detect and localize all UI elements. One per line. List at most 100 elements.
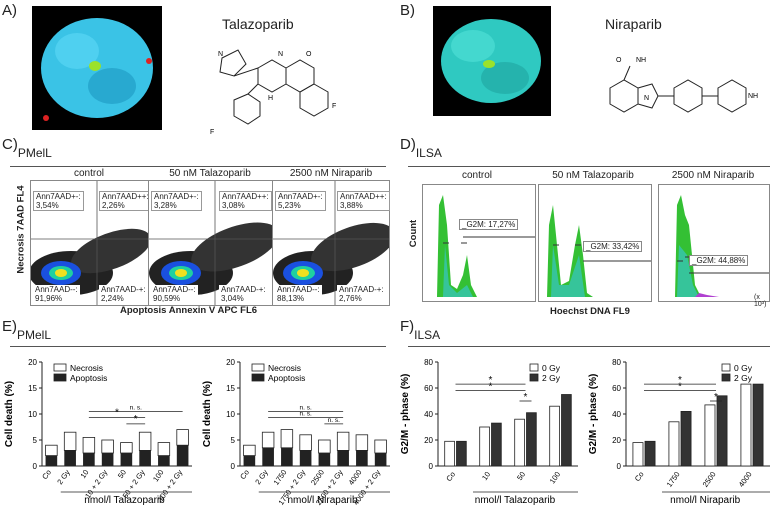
- bar-apoptosis: [101, 453, 114, 466]
- significance-marker: *: [714, 392, 718, 403]
- x-tick-label: Co: [40, 468, 53, 481]
- bar-2-gy: [526, 412, 537, 467]
- hist-header-control: control: [461, 170, 492, 181]
- panel-a-label: A): [2, 2, 17, 19]
- x-tick-label: 1750: [272, 468, 289, 487]
- niraparib-protein-render: [433, 6, 551, 116]
- gate-label-talazoparib: _G2M: 33,42%: [583, 241, 643, 252]
- x-tick-label: 4000: [737, 470, 754, 489]
- bar-necrosis: [299, 434, 312, 451]
- bar-2-gy: [752, 383, 764, 467]
- q-lr-control: Ann7AAD-+: 2,24%: [99, 285, 148, 303]
- y-tick-label: 40: [612, 410, 621, 419]
- q-ur-niraparib: Ann7AAD++: 3,88%: [337, 191, 390, 211]
- x-tick-label: 2500: [309, 468, 326, 487]
- significance-marker: *: [489, 375, 493, 386]
- q-ul-niraparib: Ann7AAD+-: 5,23%: [275, 191, 326, 211]
- talazoparib-title: Talazoparib: [222, 16, 294, 32]
- panel-f-cell-line: ILSA: [414, 328, 441, 342]
- bar-apoptosis: [83, 453, 95, 466]
- legend-swatch-0-gy: [721, 363, 731, 372]
- bar-apoptosis: [337, 450, 349, 466]
- y-tick-label: 20: [28, 358, 37, 367]
- y-tick-label: 60: [424, 384, 433, 393]
- bar-2-gy: [716, 395, 728, 467]
- x-tick-label: 50: [116, 468, 128, 480]
- y-tick-label: 5: [33, 436, 38, 445]
- bar-apoptosis: [281, 447, 293, 466]
- significance-marker: n. s.: [130, 404, 142, 411]
- q-ul-control: Ann7AAD+-: 3,54%: [33, 191, 84, 211]
- x-tick-label: 2500: [701, 470, 718, 489]
- significance-marker: n. s.: [328, 417, 340, 424]
- significance-marker: *: [489, 382, 493, 393]
- x-tick-label: 4000: [347, 468, 364, 487]
- legend-swatch-2-gy: [529, 373, 539, 382]
- svg-text:N: N: [218, 51, 223, 58]
- legend-label-0-gy: 0 Gy: [542, 363, 561, 373]
- bar-apoptosis: [45, 455, 58, 466]
- x-tick-label: 100: [548, 470, 563, 485]
- q-lr-niraparib: Ann7AAD-+: 2,76%: [337, 285, 386, 303]
- bar-apoptosis: [120, 453, 133, 466]
- y-tick-label: 0: [231, 462, 236, 471]
- x-tick-label: Co: [444, 470, 457, 483]
- hist-header-talazoparib: 50 nM Talazoparib: [552, 170, 634, 181]
- bar-0-gy: [479, 426, 490, 467]
- q-ll-niraparib: Ann7AAD--: 88,13%: [275, 285, 322, 303]
- bar-apoptosis: [158, 455, 170, 466]
- bar-2-gy: [561, 394, 572, 467]
- legend-label-apoptosis: Apoptosis: [70, 373, 107, 383]
- hist-plot-niraparib: _G2M: 44,88%: [658, 184, 770, 302]
- bar-necrosis: [261, 431, 275, 449]
- q-ur-talazoparib: Ann7AAD++: 3,08%: [219, 191, 272, 211]
- panel-e-label: E)PMelL: [2, 318, 52, 342]
- panel-b-label: B): [400, 2, 415, 19]
- niraparib-title: Niraparib: [605, 16, 662, 32]
- bar-apoptosis: [262, 447, 274, 466]
- significance-marker: *: [524, 392, 528, 403]
- svg-text:F: F: [210, 129, 214, 136]
- panel-e-cell-line: PMelL: [17, 328, 52, 342]
- x-axis-title: nmol/l Talazoparib: [84, 495, 165, 506]
- flow-plot-control: Ann7AAD+-: 3,54% Ann7AAD++: 2,26% Ann7AAD-…: [29, 180, 152, 306]
- chart-f-niraparib: 0 20 40 60 80 G2/M - phase (%) Co 1750 2500 4000 0…: [588, 358, 770, 506]
- panel-f-divider: [408, 346, 770, 347]
- bar-0-gy: [549, 405, 560, 467]
- flow-plot-niraparib: Ann7AAD+-: 5,23% Ann7AAD++: 3,88% Ann7AAD-…: [272, 180, 395, 306]
- q-lr-talazoparib: Ann7AAD-+: 3,04%: [219, 285, 268, 303]
- y-tick-label: 20: [226, 358, 235, 367]
- bar-necrosis: [318, 439, 331, 454]
- x-tick-label: 10: [78, 468, 90, 480]
- svg-text:N: N: [278, 51, 283, 58]
- flow-header-control: control: [73, 168, 104, 179]
- legend-label-0-gy: 0 Gy: [734, 363, 753, 373]
- legend-swatch-2-gy: [721, 373, 731, 382]
- y-tick-label: 0: [617, 462, 622, 471]
- x-tick-label: Co: [633, 470, 646, 483]
- bar-0-gy: [704, 404, 716, 467]
- legend-label-necrosis: Necrosis: [268, 363, 301, 373]
- chart-f-talazoparib: 0 20 40 60 80 G2/M - phase (%) Co 10 50 100 0 Gy2 …: [400, 358, 578, 506]
- x-tick-label: 50: [515, 470, 527, 482]
- y-tick-label: 15: [226, 384, 235, 393]
- bar-2-gy: [491, 422, 502, 467]
- x-tick-label: 10: [480, 470, 492, 482]
- panel-c-flow-plots: Necrosis 7AAD FL4 control Ann7AAD+-: 3,54…: [10, 166, 395, 316]
- panel-d-histograms: control _G2M: 17,27% 50 nM Talazoparib _…: [418, 166, 774, 308]
- bar-necrosis: [138, 431, 152, 451]
- talazoparib-protein-render: [32, 6, 162, 130]
- y-tick-label: 0: [33, 462, 38, 471]
- significance-marker: *: [678, 375, 682, 386]
- bar-2-gy: [456, 440, 467, 467]
- q-ll-talazoparib: Ann7AAD--: 90,59%: [151, 285, 198, 303]
- x-axis-title: nmol/l Niraparib: [287, 495, 357, 506]
- bar-apoptosis: [318, 453, 331, 466]
- y-tick-label: 10: [28, 410, 37, 419]
- svg-text:F: F: [332, 103, 336, 110]
- y-tick-label: 20: [612, 436, 621, 445]
- bar-apoptosis: [356, 450, 368, 466]
- bar-necrosis: [101, 439, 114, 454]
- bar-0-gy: [632, 442, 644, 467]
